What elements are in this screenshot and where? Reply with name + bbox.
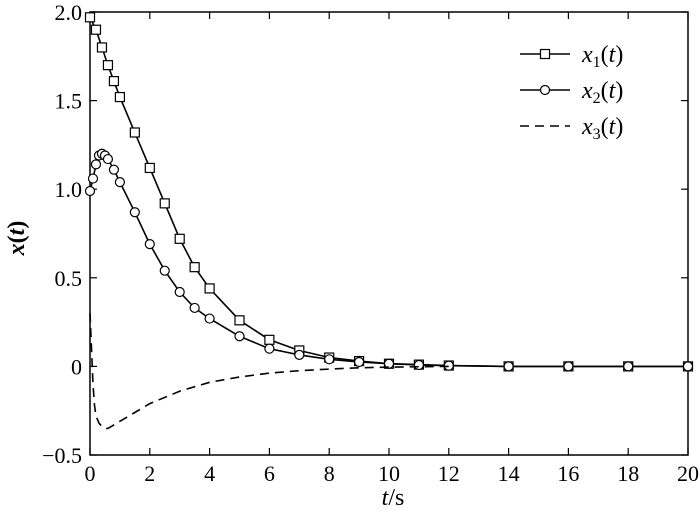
legend-item-1: x1(t): [520, 42, 623, 71]
legend-label-3: x3(t): [581, 114, 623, 143]
legend-label-arg: t: [609, 42, 617, 68]
series-1-marker: [159, 198, 170, 209]
y-axis-label-var: x: [4, 243, 30, 256]
series-2: [84, 148, 694, 372]
series-layer: [84, 12, 694, 430]
series-2-marker: [264, 343, 275, 354]
x-tick-label: 0: [85, 461, 96, 486]
x-tick-label: 10: [378, 461, 400, 486]
legend-label-arg: t: [609, 78, 617, 104]
legend-label-sub: 3: [593, 126, 601, 143]
legend-label-close: ): [615, 114, 623, 140]
legend-label-close: ): [615, 78, 623, 104]
legend-item-2: x2(t): [520, 78, 623, 107]
legend-label-open: (: [601, 42, 609, 68]
legend-swatch-marker: [539, 84, 551, 96]
series-2-marker: [623, 361, 634, 372]
series-2-marker: [354, 356, 365, 368]
series-1-marker: [234, 315, 245, 326]
y-tick-label: 2.0: [55, 0, 83, 25]
series-2-marker: [102, 153, 114, 165]
legend-label-base: x: [581, 78, 593, 104]
x-axis-label-var: t: [382, 485, 390, 511]
legend-label-sub: 1: [593, 54, 601, 71]
legend-swatch-marker: [539, 48, 551, 60]
series-2-marker: [294, 349, 305, 360]
series-3: [89, 313, 449, 430]
series-2-marker: [189, 302, 200, 314]
series-1-marker: [204, 283, 215, 294]
y-axis-label-arg: t: [4, 227, 30, 235]
series-2-marker: [129, 207, 140, 218]
plot-area: [89, 11, 689, 456]
series-1-marker: [114, 91, 126, 103]
series-2-marker: [324, 354, 335, 365]
series-2-marker: [87, 173, 99, 184]
y-tick-label: 0: [71, 354, 82, 379]
series-2-marker: [503, 361, 514, 372]
legend-label-arg: t: [609, 114, 617, 140]
series-2-marker: [159, 265, 170, 276]
y-tick-label: 1.5: [55, 89, 83, 114]
series-2-marker: [234, 331, 245, 342]
series-2-marker: [413, 359, 424, 371]
y-tick-label: 1.0: [55, 177, 83, 202]
y-tick-label: −0.5: [42, 443, 82, 468]
series-1-marker: [189, 262, 200, 273]
y-tick-label: 0.5: [55, 266, 83, 291]
series-2-marker: [563, 361, 574, 372]
series-1-marker: [102, 60, 114, 71]
legend-label-base: x: [581, 114, 593, 140]
legend-label-base: x: [581, 42, 593, 68]
x-axis-label-unit: /s: [388, 485, 404, 511]
x-tick-label: 6: [264, 461, 275, 486]
x-tick-label: 4: [204, 461, 215, 486]
series-2-marker: [114, 177, 126, 188]
series-2-line: [89, 153, 688, 368]
x-tick-label: 2: [144, 461, 155, 486]
series-1-marker: [108, 76, 120, 87]
legend-label-1: x1(t): [581, 42, 623, 71]
series-1-marker: [144, 162, 155, 174]
plot-frame: [89, 11, 689, 456]
series-3-line: [89, 313, 449, 430]
series-2-marker: [174, 286, 185, 298]
series-2-marker: [90, 159, 102, 170]
x-tick-label: 16: [557, 461, 579, 486]
series-2-marker: [84, 185, 96, 197]
series-1-marker: [84, 12, 96, 23]
series-1-marker: [174, 233, 185, 244]
x-tick-label: 20: [677, 461, 699, 486]
legend-label-open: (: [601, 78, 609, 104]
ticks: 0 2 4 6 8 10 12 14 16 18 20−0.500.51.01.52.0: [42, 0, 699, 486]
y-axis-label-open: (: [4, 235, 30, 243]
legend-item-3: x3(t): [520, 114, 623, 143]
series-2-marker: [204, 313, 215, 324]
series-2-marker: [383, 358, 395, 369]
series-1-marker: [90, 24, 102, 35]
x-axis-label: t/s: [382, 485, 405, 511]
y-axis-label: x(t): [4, 221, 30, 257]
legend-label-sub: 2: [593, 90, 601, 107]
legend: x1(t)x2(t)x3(t): [520, 42, 623, 143]
series-2-marker: [144, 239, 155, 250]
series-1-marker: [129, 127, 140, 138]
series-1-marker: [96, 42, 108, 53]
x-tick-label: 12: [438, 461, 460, 486]
legend-label-2: x2(t): [581, 78, 623, 107]
series-1-marker: [264, 334, 275, 345]
series-2-marker: [682, 361, 694, 372]
x-tick-label: 8: [324, 461, 335, 486]
series-2-marker: [108, 164, 120, 175]
x-tick-label: 18: [617, 461, 639, 486]
legend-label-close: ): [615, 42, 623, 68]
legend-label-open: (: [601, 114, 609, 140]
y-axis-label-close: ): [4, 221, 30, 229]
x-tick-label: 14: [498, 461, 520, 486]
